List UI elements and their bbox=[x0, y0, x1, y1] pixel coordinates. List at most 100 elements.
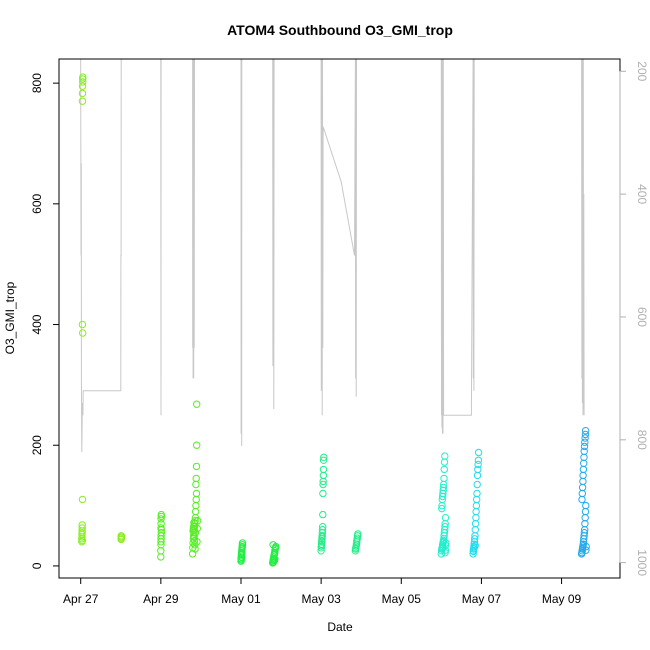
data-point bbox=[439, 483, 448, 492]
y2-tick-label: 1000 bbox=[635, 549, 649, 576]
data-point bbox=[320, 453, 328, 461]
data-point bbox=[582, 542, 590, 551]
data-point bbox=[157, 520, 165, 528]
data-point bbox=[192, 495, 200, 504]
data-point bbox=[471, 520, 480, 528]
data-point bbox=[319, 471, 328, 480]
x-tick-label: May 05 bbox=[382, 592, 422, 606]
y2-tick-label: 600 bbox=[635, 307, 649, 327]
data-point bbox=[193, 400, 201, 408]
x-tick-label: May 07 bbox=[462, 592, 502, 606]
data-point bbox=[471, 541, 479, 550]
x-tick-label: May 03 bbox=[301, 592, 341, 606]
pressure-trace-layer bbox=[80, 58, 585, 453]
data-point bbox=[353, 534, 361, 542]
x-tick-label: Apr 27 bbox=[63, 592, 99, 606]
data-point bbox=[473, 489, 481, 498]
data-point bbox=[441, 549, 449, 557]
data-point bbox=[579, 465, 588, 474]
data-point bbox=[581, 438, 589, 446]
data-point bbox=[441, 523, 449, 531]
data-point bbox=[581, 430, 590, 439]
data-point bbox=[238, 553, 246, 562]
y2-tick-label: 200 bbox=[635, 61, 649, 81]
data-point bbox=[442, 539, 450, 547]
data-point bbox=[579, 471, 587, 480]
data-point bbox=[473, 495, 481, 504]
data-point bbox=[269, 558, 278, 566]
data-point bbox=[580, 529, 589, 537]
data-point bbox=[474, 448, 483, 457]
data-point bbox=[78, 89, 87, 98]
data-point bbox=[191, 517, 199, 525]
data-point bbox=[79, 78, 87, 86]
data-point bbox=[193, 441, 201, 449]
data-point bbox=[582, 501, 590, 510]
data-point bbox=[191, 507, 200, 516]
chart-title: ATOM4 Southbound O3_GMI_trop bbox=[227, 22, 453, 38]
data-point bbox=[79, 73, 87, 81]
y-tick-label: 800 bbox=[30, 73, 44, 93]
data-point bbox=[581, 434, 589, 442]
data-point bbox=[441, 546, 450, 554]
data-point bbox=[474, 465, 482, 474]
y-axis-label: O3_GMI_trop bbox=[3, 281, 17, 354]
data-point bbox=[441, 514, 450, 522]
data-point bbox=[157, 510, 166, 519]
data-point bbox=[78, 521, 86, 529]
data-point bbox=[78, 97, 87, 105]
data-point bbox=[271, 555, 279, 563]
data-point bbox=[472, 501, 481, 510]
y2-tick-label: 400 bbox=[635, 184, 649, 204]
data-point bbox=[319, 480, 327, 489]
data-point bbox=[117, 532, 126, 540]
data-point bbox=[318, 526, 327, 534]
x-axis-label: Date bbox=[327, 620, 353, 634]
data-point bbox=[78, 82, 87, 90]
data-point bbox=[191, 529, 200, 537]
plot-frame bbox=[58, 58, 621, 579]
x-tick-label: May 09 bbox=[542, 592, 582, 606]
data-point bbox=[582, 546, 590, 554]
x-tick-label: May 01 bbox=[221, 592, 261, 606]
data-point bbox=[440, 465, 448, 474]
data-point bbox=[317, 540, 326, 548]
data-point bbox=[192, 489, 201, 498]
data-point bbox=[578, 489, 586, 498]
data-point bbox=[472, 507, 480, 516]
data-point bbox=[319, 510, 327, 519]
data-point bbox=[354, 530, 362, 538]
x-tick-label: Apr 29 bbox=[143, 592, 179, 606]
data-point bbox=[440, 458, 449, 466]
y-tick-label: 600 bbox=[30, 194, 44, 214]
data-point bbox=[78, 524, 86, 532]
data-point bbox=[473, 480, 481, 489]
data-point bbox=[438, 504, 446, 513]
data-point bbox=[319, 489, 327, 498]
data-point bbox=[442, 541, 450, 550]
data-point bbox=[580, 453, 588, 461]
data-point bbox=[579, 477, 587, 486]
data-point bbox=[474, 456, 483, 464]
data-point bbox=[470, 540, 478, 548]
data-point bbox=[581, 520, 589, 528]
data-point bbox=[580, 459, 588, 467]
data-points-layer bbox=[78, 73, 590, 567]
data-point bbox=[78, 320, 87, 329]
data-point bbox=[473, 471, 482, 480]
axes-layer: Apr 27 Apr 29 May 01 May 03 May 05 May 07 May … bbox=[30, 58, 649, 606]
data-point bbox=[471, 526, 479, 534]
data-point bbox=[440, 474, 448, 483]
data-point bbox=[193, 538, 201, 546]
data-point bbox=[580, 447, 588, 455]
data-point bbox=[581, 427, 590, 435]
data-point bbox=[157, 553, 165, 561]
data-point bbox=[192, 480, 200, 489]
data-point bbox=[157, 515, 165, 523]
data-point bbox=[193, 524, 202, 533]
data-point bbox=[192, 501, 200, 510]
data-point bbox=[319, 523, 327, 531]
data-point bbox=[441, 452, 449, 460]
data-point bbox=[78, 536, 87, 545]
data-point bbox=[319, 456, 328, 464]
